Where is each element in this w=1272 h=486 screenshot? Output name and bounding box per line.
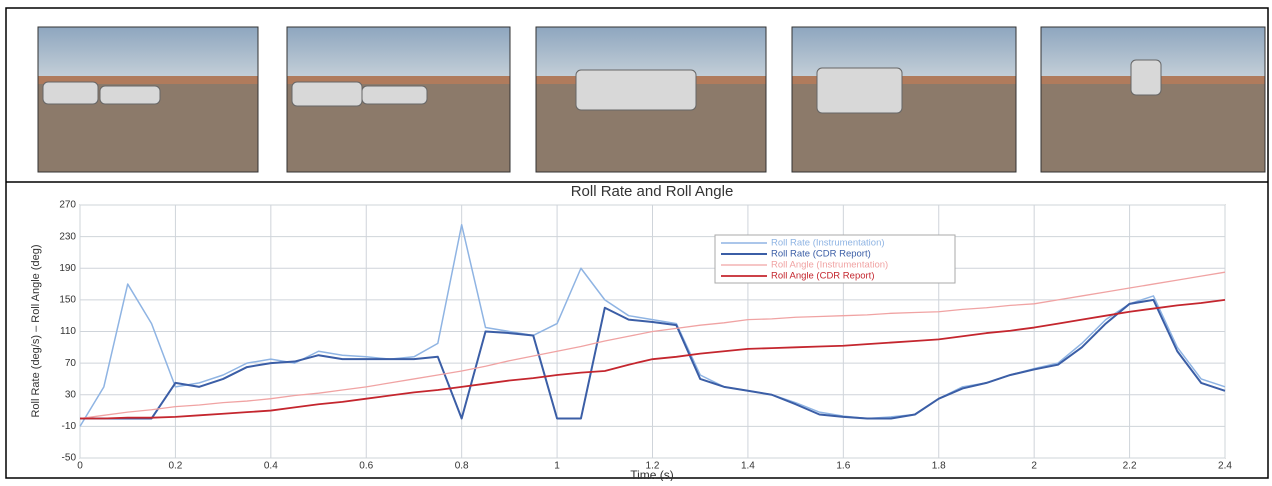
legend: Roll Rate (Instrumentation)Roll Rate (CD… xyxy=(715,235,955,283)
x-tick-label: 1.8 xyxy=(932,461,946,472)
photo-sky xyxy=(287,27,510,82)
photo xyxy=(1041,27,1265,172)
x-tick-label: 2.2 xyxy=(1123,461,1137,472)
legend-label: Roll Angle (Instrumentation) xyxy=(771,260,888,271)
photo-sky xyxy=(38,27,258,82)
y-axis-label: Roll Rate (deg/s) – Roll Angle (deg) xyxy=(30,244,42,417)
photo xyxy=(792,27,1016,172)
x-tick-label: 0.8 xyxy=(455,461,469,472)
legend-label: Roll Angle (CDR Report) xyxy=(771,271,874,282)
x-tick-label: 1 xyxy=(554,461,560,472)
photo-car xyxy=(576,70,696,110)
x-tick-label: 0.4 xyxy=(264,461,278,472)
photo-car xyxy=(43,82,98,104)
x-tick-label: 1.2 xyxy=(646,461,660,472)
y-tick-label: 230 xyxy=(59,231,76,242)
photo-car xyxy=(1131,60,1161,95)
photo-strip xyxy=(38,27,1265,172)
photo-car xyxy=(292,82,362,106)
photo xyxy=(38,27,258,172)
y-tick-label: 150 xyxy=(59,295,76,306)
legend-label: Roll Rate (Instrumentation) xyxy=(771,238,885,249)
page: {"chart_data": { "type": "line", "title"… xyxy=(0,0,1272,481)
x-tick-label: 0.2 xyxy=(168,461,182,472)
photo xyxy=(287,27,510,172)
y-tick-label: 70 xyxy=(65,358,77,369)
y-tick-label: -10 xyxy=(62,421,77,432)
photo-car xyxy=(817,68,902,113)
figure: Roll Rate and Roll Angle Time (s) Roll R… xyxy=(0,0,1272,481)
y-tick-label: 110 xyxy=(60,326,76,337)
x-tick-label: 2 xyxy=(1031,461,1037,472)
photo xyxy=(536,27,766,172)
y-tick-label: 30 xyxy=(65,389,77,400)
y-tick-label: 270 xyxy=(59,200,76,211)
x-tick-label: 1.4 xyxy=(741,461,755,472)
chart-title: Roll Rate and Roll Angle xyxy=(571,183,734,200)
x-tick-label: 1.6 xyxy=(836,461,850,472)
y-tick-label: -50 xyxy=(62,453,77,464)
x-tick-label: 0.6 xyxy=(359,461,373,472)
photo-car xyxy=(100,86,160,104)
legend-label: Roll Rate (CDR Report) xyxy=(771,249,871,260)
photo-car xyxy=(362,86,427,104)
x-tick-label: 2.4 xyxy=(1218,461,1232,472)
y-tick-label: 190 xyxy=(59,263,76,274)
x-tick-label: 0 xyxy=(77,461,83,472)
